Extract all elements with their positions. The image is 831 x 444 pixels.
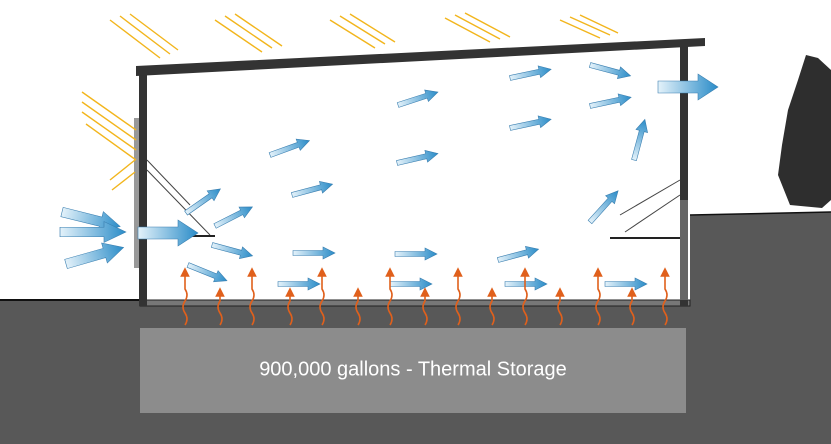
air-flow — [59, 58, 719, 291]
tree — [778, 55, 831, 208]
heat-rising — [180, 267, 670, 326]
building — [134, 38, 705, 307]
thermal-storage — [140, 328, 686, 413]
storage-label: 900,000 gallons - Thermal Storage — [259, 358, 567, 380]
ground-line — [689, 211, 831, 216]
sun-rays — [81, 12, 619, 191]
